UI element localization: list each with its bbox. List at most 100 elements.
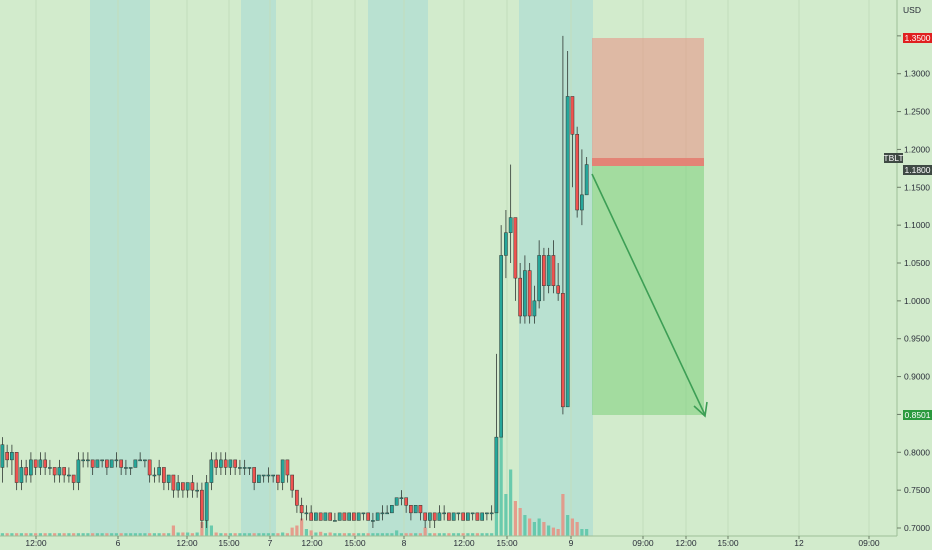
stop-loss-zone[interactable] <box>592 38 704 166</box>
candle <box>190 475 195 498</box>
candle <box>328 512 332 521</box>
candle <box>399 490 404 506</box>
candle <box>280 459 285 491</box>
candle-body <box>57 467 62 476</box>
volume-bar <box>34 533 38 536</box>
candle-body <box>67 474 71 477</box>
candle-body <box>228 459 233 468</box>
volume-bar <box>148 533 152 536</box>
candle <box>152 467 157 483</box>
volume-bar <box>556 529 560 536</box>
volume-bar <box>490 533 494 536</box>
volume-bar <box>233 533 237 536</box>
candle-body <box>43 459 47 468</box>
candle <box>138 452 143 462</box>
candle <box>119 459 124 475</box>
candle <box>95 459 100 468</box>
candle-body <box>556 285 560 294</box>
candle-body <box>252 467 257 483</box>
x-tick-label: 12:00 <box>301 538 323 548</box>
candle <box>371 512 375 528</box>
symbol-tag: TBLT <box>883 153 904 163</box>
volume-bar <box>252 533 256 536</box>
projection-arrow[interactable] <box>591 173 708 418</box>
candle <box>352 512 356 521</box>
volume-bar <box>523 515 527 536</box>
candle-body <box>147 459 152 476</box>
session-band <box>241 0 276 536</box>
candle-body <box>124 467 128 469</box>
x-tick-label: 12:00 <box>675 538 697 548</box>
candlesticks <box>0 35 589 528</box>
candle-body <box>466 512 470 521</box>
candle <box>333 512 337 522</box>
candle <box>299 497 304 521</box>
volume-bar <box>290 527 294 536</box>
candle <box>546 247 551 294</box>
volume-bar <box>138 533 142 536</box>
volume-bar <box>376 533 380 536</box>
volume-bar <box>342 533 346 536</box>
candle-body <box>14 452 19 483</box>
candle-body <box>276 474 280 483</box>
candle <box>527 263 532 324</box>
volume-bar <box>181 532 185 536</box>
volume-bar <box>414 533 418 536</box>
candle-body <box>318 512 323 521</box>
stop-price-label: 1.3500 <box>905 33 931 43</box>
candle <box>390 505 394 514</box>
candle-body <box>195 489 200 492</box>
volume-bar <box>224 533 228 536</box>
candle <box>247 467 252 475</box>
candle-body <box>247 467 252 469</box>
candle-body <box>33 459 38 468</box>
candle-body <box>352 512 356 521</box>
volume-bar <box>62 533 66 536</box>
time-axis-ticks: 12:00 6 12:00 15:00 7 12:00 15:00 8 12:00 15:00 9 0… <box>25 536 880 548</box>
current-price-label: 1.1800 <box>905 165 931 175</box>
volume-bar <box>38 533 42 536</box>
candle <box>504 210 508 279</box>
candle-body <box>371 520 375 522</box>
candle-body <box>385 512 389 515</box>
candle <box>409 505 413 521</box>
price-axis-background <box>897 0 932 550</box>
candle <box>347 512 351 521</box>
short-position-tool[interactable] <box>592 38 704 415</box>
candle <box>494 353 499 514</box>
volume-bar <box>262 533 266 536</box>
candle-body <box>456 512 461 515</box>
volume-bar <box>228 533 232 536</box>
candle <box>475 512 480 521</box>
candle <box>171 474 176 498</box>
candle-body <box>394 497 399 506</box>
candle <box>499 225 503 438</box>
volume-bar <box>24 533 28 536</box>
candle <box>285 459 290 483</box>
candle-body <box>361 512 366 515</box>
candle <box>551 240 556 294</box>
volume-bar <box>380 533 384 536</box>
stop-price-tag: 1.3500 <box>903 33 932 43</box>
volume-bar <box>281 532 285 536</box>
volume-bar <box>114 533 118 536</box>
candle-body <box>504 232 508 256</box>
candle <box>257 474 261 483</box>
target-price-tag: 0.8501 <box>903 410 932 420</box>
volume-bar <box>357 533 361 536</box>
candle-body <box>171 474 176 491</box>
candle <box>304 505 309 521</box>
volume-bar <box>452 533 456 536</box>
entry-band <box>592 158 704 166</box>
volume-bar <box>532 522 536 536</box>
candle-body <box>190 482 195 491</box>
volume-bar <box>513 501 517 536</box>
candle <box>470 512 475 521</box>
candle-body <box>143 459 147 462</box>
candle-body <box>513 217 518 279</box>
candle <box>466 512 470 521</box>
volume-bar <box>551 527 555 536</box>
candle <box>314 512 318 521</box>
